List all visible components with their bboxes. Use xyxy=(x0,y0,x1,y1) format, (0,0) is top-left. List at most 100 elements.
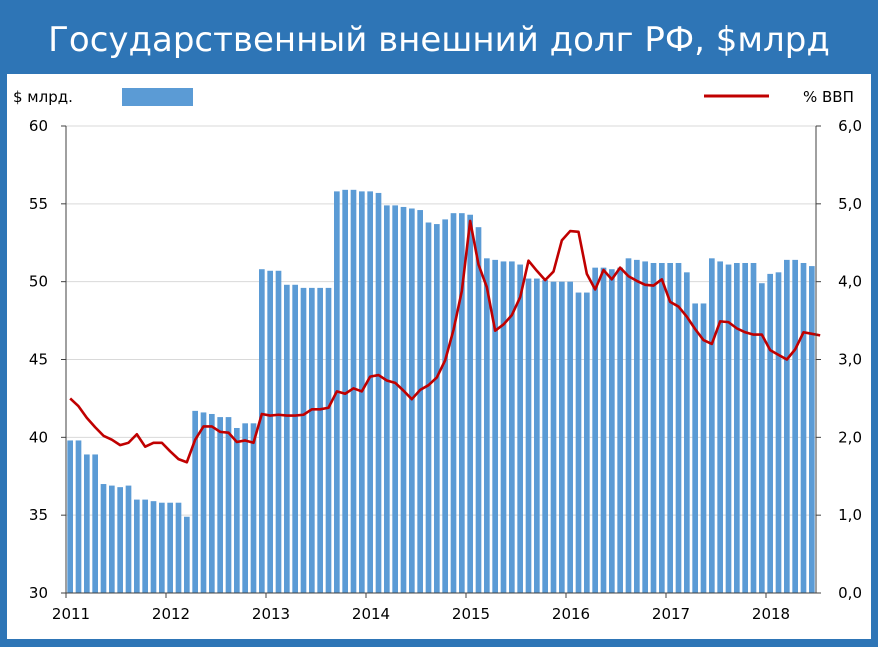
bar xyxy=(525,278,532,593)
bar xyxy=(650,262,657,593)
bar xyxy=(625,258,632,593)
bar xyxy=(642,261,648,593)
bar xyxy=(500,261,507,593)
y2-tick-label: 5,0 xyxy=(838,195,862,213)
bar xyxy=(200,412,207,593)
bar xyxy=(659,262,665,593)
chart-title: Государственный внешний долг РФ, $млрд xyxy=(48,20,830,60)
bar xyxy=(434,224,440,593)
bar xyxy=(109,485,115,593)
bar xyxy=(117,487,123,593)
bar xyxy=(609,269,615,593)
bar xyxy=(234,427,240,593)
y2-tick-label: 2,0 xyxy=(838,428,862,446)
bar xyxy=(100,484,107,593)
bar xyxy=(167,502,173,593)
y-tick-label: 55 xyxy=(29,195,48,213)
bar xyxy=(725,264,732,593)
line-series xyxy=(69,219,821,464)
bar xyxy=(317,287,323,593)
bar xyxy=(709,258,715,593)
chart-svg: 30 35 40 45 50 55 60 0,0 1,0 2,0 3,0 4,0 5,0 6,0 2011 2… xyxy=(13,88,862,623)
bar xyxy=(192,410,198,593)
bar xyxy=(384,205,390,593)
bar xyxy=(517,264,523,593)
y-tick-label: 45 xyxy=(29,351,48,369)
bar xyxy=(475,227,482,593)
bar xyxy=(459,213,465,594)
bar xyxy=(667,262,673,593)
gdp-percent-line xyxy=(69,219,821,464)
bar xyxy=(534,278,540,593)
bar xyxy=(184,516,190,593)
bar xyxy=(75,440,82,593)
bar xyxy=(784,259,790,593)
bar xyxy=(792,259,798,593)
y-tick-label: 40 xyxy=(29,428,48,446)
x-tick-label: 2012 xyxy=(152,605,190,623)
x-tick-label: 2016 xyxy=(552,605,590,623)
bar xyxy=(92,454,98,593)
bar xyxy=(375,192,382,593)
bar xyxy=(134,499,140,593)
bar xyxy=(400,206,407,593)
legend-bars-swatch xyxy=(122,88,193,106)
bar xyxy=(225,417,232,593)
y-tick-label: 35 xyxy=(29,506,48,524)
bar xyxy=(342,189,348,593)
bar xyxy=(567,281,573,593)
bar xyxy=(425,222,432,593)
bar xyxy=(267,270,273,593)
bar xyxy=(292,284,298,593)
bar xyxy=(600,267,607,593)
y2-tick-label: 6,0 xyxy=(838,117,862,135)
bar xyxy=(542,280,548,593)
bar xyxy=(325,287,332,593)
grid-lines xyxy=(66,125,816,516)
x-tick-label: 2011 xyxy=(52,605,90,623)
bar xyxy=(584,292,590,593)
bar xyxy=(509,261,515,593)
axes: 30 35 40 45 50 55 60 0,0 1,0 2,0 3,0 4,0 5,0 6,0 2011 2… xyxy=(29,117,862,623)
bar xyxy=(209,413,215,593)
bar xyxy=(575,292,582,593)
bar xyxy=(700,303,707,593)
bar xyxy=(409,208,415,593)
bar xyxy=(750,262,757,593)
bar xyxy=(142,499,148,593)
bar xyxy=(550,281,557,593)
legend-line-label: % ВВП xyxy=(803,88,854,106)
bar xyxy=(800,262,807,593)
y2-tick-label: 1,0 xyxy=(838,506,862,524)
bar xyxy=(125,485,132,593)
bar xyxy=(467,214,473,594)
bar xyxy=(284,284,290,593)
bar xyxy=(634,259,640,593)
bar xyxy=(759,283,765,593)
bar xyxy=(809,266,815,593)
y-tick-label: 50 xyxy=(29,273,48,291)
bar xyxy=(217,417,223,593)
legend-bars-label: $ млрд. xyxy=(13,88,73,106)
bar xyxy=(367,191,373,593)
y2-tick-label: 3,0 xyxy=(838,351,862,369)
bar xyxy=(559,281,565,593)
bar xyxy=(259,269,265,593)
bar xyxy=(417,210,423,593)
x-tick-label: 2018 xyxy=(752,605,790,623)
bar xyxy=(300,287,307,593)
bar xyxy=(484,258,490,593)
bar xyxy=(175,502,182,593)
bar xyxy=(442,219,448,593)
x-tick-label: 2015 xyxy=(452,605,490,623)
bar xyxy=(309,287,315,593)
bar xyxy=(242,423,248,593)
x-tick-label: 2013 xyxy=(252,605,290,623)
bar xyxy=(684,272,690,593)
y-tick-label: 60 xyxy=(29,117,48,135)
bar xyxy=(392,205,398,593)
bar xyxy=(67,440,73,593)
x-tick-label: 2017 xyxy=(652,605,690,623)
bar xyxy=(159,502,165,593)
